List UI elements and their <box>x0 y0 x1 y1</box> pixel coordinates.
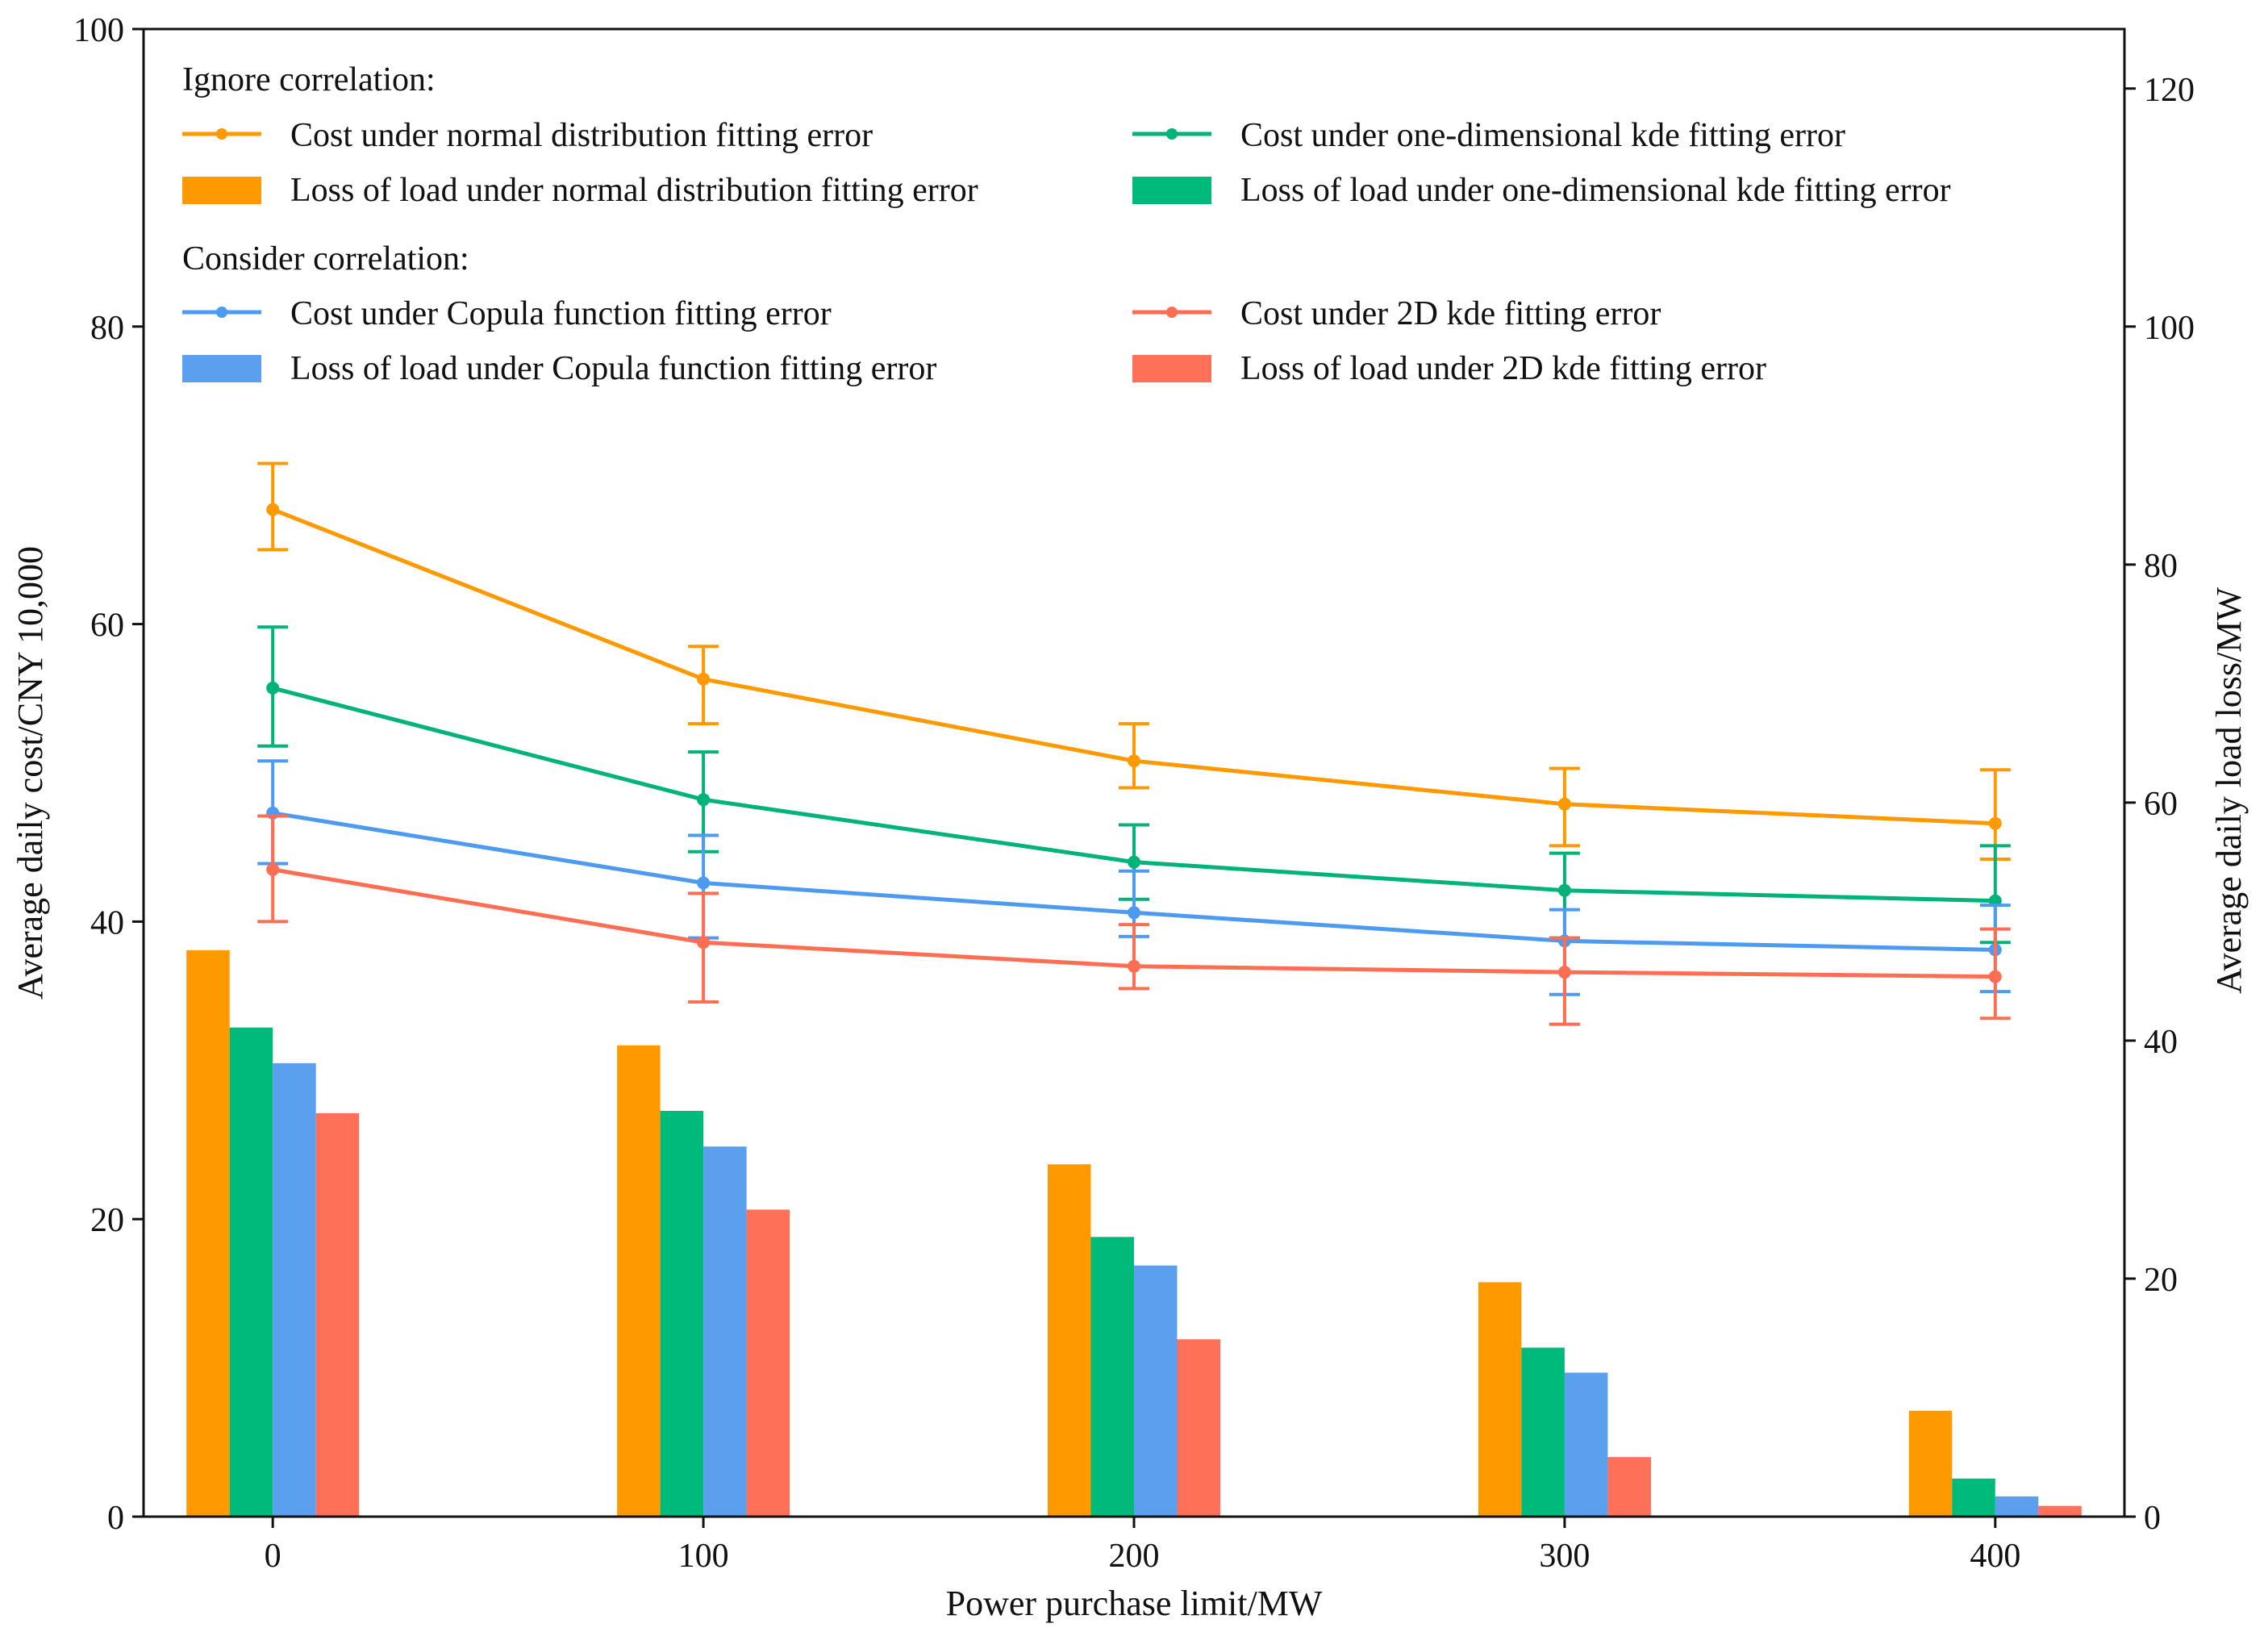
bars-layer <box>186 950 2082 1517</box>
legend-bar-label: Loss of load under normal distribution f… <box>290 172 978 209</box>
point-s1-x200 <box>1128 855 1140 869</box>
legend-bar-item-3: Loss of load under 2D kde fitting error <box>1132 350 1766 387</box>
point-s1-x0 <box>266 681 280 695</box>
bar-s3-x0 <box>315 1112 360 1517</box>
legend-line-label: Cost under normal distribution fitting e… <box>290 117 873 154</box>
bar-s0-x300 <box>1478 1282 1522 1517</box>
point-s1-x300 <box>1557 883 1571 897</box>
bar-s3-x400 <box>2038 1505 2082 1517</box>
bar-s0-x0 <box>186 950 230 1517</box>
legend-bar-label: Loss of load under Copula function fitti… <box>290 350 936 387</box>
x-tick-label: 100 <box>678 1538 729 1575</box>
bar-s1-x300 <box>1521 1347 1565 1517</box>
bar-s0-x400 <box>1908 1410 1953 1517</box>
point-s3-x0 <box>266 862 280 876</box>
legend-bar-label: Loss of load under 2D kde fitting error <box>1240 350 1766 387</box>
legend-bar-swatch <box>182 355 261 382</box>
y2-axis-title: Average daily load loss/MW <box>2209 587 2249 994</box>
bar-s1-x200 <box>1090 1237 1134 1517</box>
bar-s2-x400 <box>1995 1496 2039 1517</box>
y-tick-label: 80 <box>90 310 124 347</box>
errorbar-s3-x300 <box>1549 936 1580 1026</box>
legend-line-item-3: Cost under 2D kde fitting error <box>1132 295 1661 332</box>
bar-s1-x100 <box>660 1111 704 1517</box>
y2-tick-label: 40 <box>2144 1024 2178 1061</box>
legend-group-ignore-title: Ignore correlation: <box>182 61 436 98</box>
bar-s2-x300 <box>1564 1372 1608 1517</box>
errorbar-s3-x200 <box>1119 923 1149 991</box>
x-tick-label: 0 <box>265 1538 281 1575</box>
x-tick-label: 300 <box>1539 1538 1590 1575</box>
x-tick-label: 400 <box>1970 1538 2020 1575</box>
axes-layer: 0 100 200 300 400 0 20 40 60 80 100 0 20 40 60 80 100 120… <box>10 12 2249 1623</box>
y-tick-label: 60 <box>90 607 124 645</box>
legend-marker <box>1166 128 1178 140</box>
legend-line-label: Cost under 2D kde fitting error <box>1240 295 1661 332</box>
legend-bar-item-1: Loss of load under one-dimensional kde f… <box>1132 172 1951 209</box>
bar-s0-x200 <box>1048 1164 1091 1517</box>
legend-line-item-2: Cost under Copula function fitting error <box>182 295 832 332</box>
bar-s2-x200 <box>1134 1265 1178 1517</box>
legend-marker <box>1166 307 1178 318</box>
legend-line-label: Cost under Copula function fitting error <box>290 295 832 332</box>
bar-s2-x0 <box>273 1062 316 1517</box>
legend-bar-item-2: Loss of load under Copula function fitti… <box>182 350 936 387</box>
x-axis-title: Power purchase limit/MW <box>946 1584 1323 1623</box>
bar-s0-x100 <box>617 1045 661 1517</box>
y2-tick-label: 100 <box>2144 310 2195 347</box>
point-s3-x100 <box>697 936 711 950</box>
point-s0-x300 <box>1557 797 1571 811</box>
legend-group-consider-title: Consider correlation: <box>182 240 469 278</box>
legend-line-item-0: Cost under normal distribution fitting e… <box>182 117 873 154</box>
point-s3-x300 <box>1557 966 1571 979</box>
bar-s3-x200 <box>1177 1339 1220 1517</box>
bar-s2-x100 <box>703 1146 747 1517</box>
y-tick-label: 20 <box>90 1202 124 1239</box>
y-tick-label: 0 <box>107 1500 124 1537</box>
bar-s1-x0 <box>229 1027 273 1517</box>
point-s2-x100 <box>697 876 711 890</box>
legend: Ignore correlation: Consider correlation:… <box>182 61 1951 387</box>
y2-tick-label: 0 <box>2144 1500 2161 1537</box>
y2-tick-label: 120 <box>2144 72 2195 109</box>
point-s0-x200 <box>1128 754 1140 768</box>
lines-layer <box>257 461 2011 1026</box>
legend-bar-label: Loss of load under one-dimensional kde f… <box>1240 172 1951 209</box>
point-s1-x100 <box>697 793 711 807</box>
bar-s3-x100 <box>746 1209 790 1517</box>
y2-tick-label: 60 <box>2144 786 2178 823</box>
point-s2-x200 <box>1128 906 1140 920</box>
bar-s1-x400 <box>1952 1478 1995 1517</box>
y-axis-title: Average daily cost/CNY 10,000 <box>10 546 50 1000</box>
point-s3-x200 <box>1128 959 1140 973</box>
bar-s3-x300 <box>1607 1457 1651 1517</box>
legend-bar-swatch <box>182 177 261 204</box>
y2-tick-label: 80 <box>2144 548 2178 585</box>
x-tick-label: 200 <box>1109 1538 1160 1575</box>
legend-marker <box>216 307 227 318</box>
y-tick-label: 100 <box>73 12 124 49</box>
legend-bar-swatch <box>1132 355 1211 382</box>
point-s3-x400 <box>1988 970 2002 983</box>
legend-marker <box>216 128 227 140</box>
legend-bar-item-0: Loss of load under normal distribution f… <box>182 172 978 209</box>
point-s0-x0 <box>266 503 280 516</box>
legend-line-label: Cost under one-dimensional kde fitting e… <box>1240 117 1845 154</box>
legend-line-item-1: Cost under one-dimensional kde fitting e… <box>1132 117 1845 154</box>
point-s0-x400 <box>1988 816 2002 830</box>
y-tick-label: 40 <box>90 904 124 941</box>
point-s0-x100 <box>697 672 711 686</box>
legend-bar-swatch <box>1132 177 1211 204</box>
y2-tick-label: 20 <box>2144 1262 2178 1299</box>
